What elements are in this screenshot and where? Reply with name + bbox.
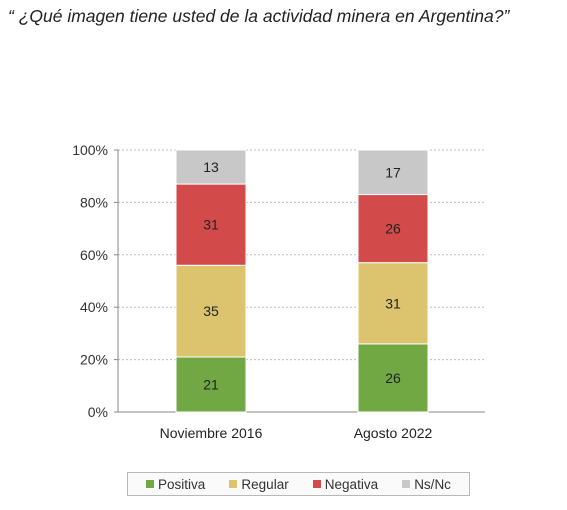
- legend-label: Regular: [241, 476, 289, 492]
- bar-segment: [357, 262, 429, 345]
- bar-segment: [175, 356, 247, 413]
- legend-label: Negativa: [324, 476, 379, 492]
- legend-item: Positiva: [146, 477, 205, 492]
- data-label: 31: [385, 295, 401, 311]
- y-tick-label: 20%: [80, 352, 108, 368]
- bar-segment: [357, 343, 429, 413]
- legend-item: Negativa: [312, 476, 379, 492]
- bar-segment: [357, 194, 429, 264]
- legend-item: Ns/Nc: [402, 477, 451, 492]
- legend-swatch: [402, 480, 411, 488]
- y-tick-label: 40%: [80, 299, 108, 315]
- bar-segment: [175, 149, 247, 185]
- data-label: 13: [203, 159, 219, 175]
- data-label: 31: [203, 217, 219, 233]
- legend-label: Positiva: [158, 476, 206, 492]
- y-tick-label: 80%: [80, 194, 108, 210]
- y-tick-label: 60%: [80, 247, 108, 263]
- legend-item: Regular: [229, 476, 289, 492]
- legend-label: Ns/Nc: [414, 476, 451, 492]
- data-label: 26: [385, 370, 401, 386]
- chart-legend: Positiva Regular Negativa Ns/Nc: [127, 472, 470, 496]
- y-tick-label: 100%: [72, 142, 108, 158]
- data-label: 26: [385, 221, 401, 237]
- bar-segment: [175, 264, 247, 358]
- chart-title: “ ¿Qué imagen tiene usted de la activida…: [8, 6, 510, 26]
- data-label: 17: [385, 164, 401, 180]
- bar-segment: [357, 149, 429, 196]
- y-tick-label: 0%: [88, 404, 108, 420]
- legend-swatch: [312, 480, 321, 488]
- data-label: 21: [203, 376, 219, 392]
- category-label: Noviembre 2016: [160, 425, 263, 441]
- legend-swatch: [229, 480, 238, 488]
- bar-segment: [175, 183, 247, 266]
- legend-swatch: [146, 480, 155, 488]
- data-label: 35: [203, 303, 219, 319]
- category-label: Agosto 2022: [354, 425, 433, 441]
